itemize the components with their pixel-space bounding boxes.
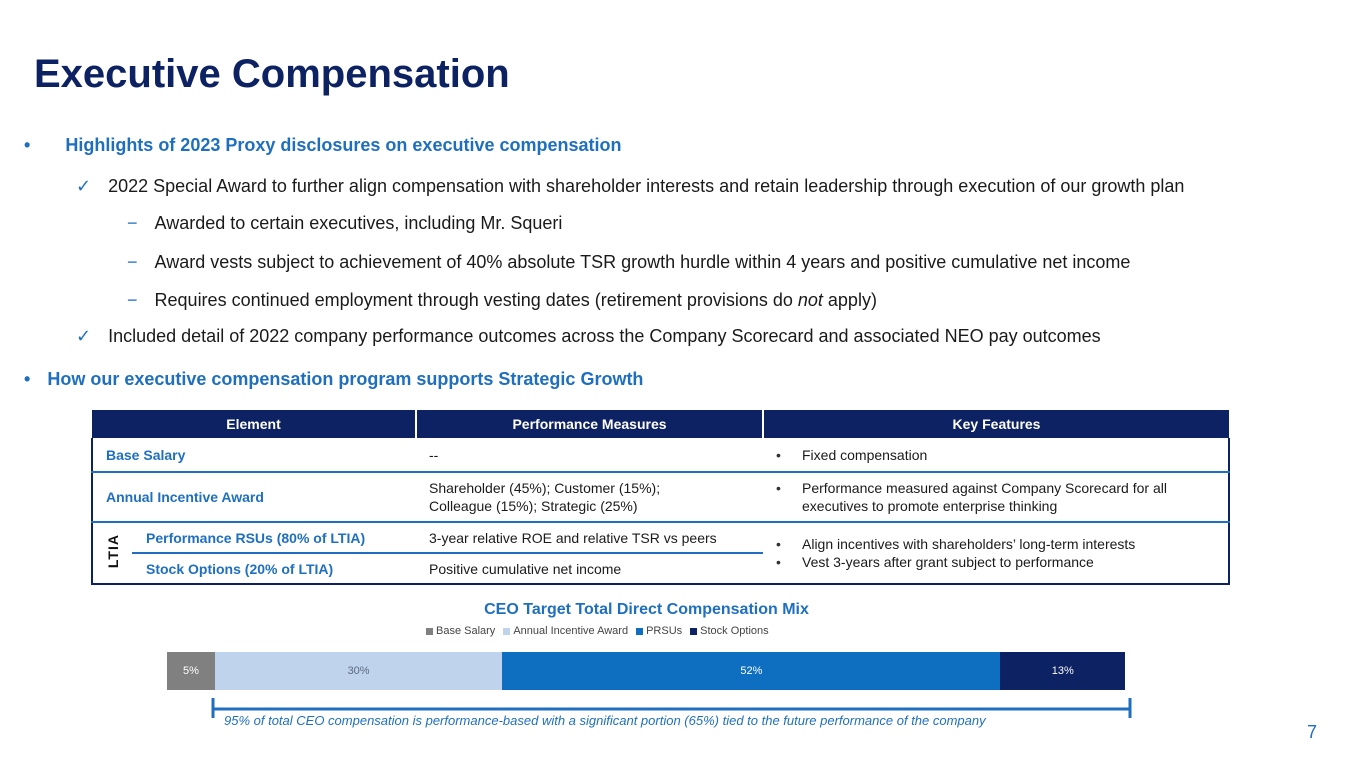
legend-swatch	[426, 627, 433, 635]
legend-label: Annual Incentive Award	[513, 625, 629, 637]
feature-item: Performance measured against Company Sco…	[776, 479, 1215, 515]
compensation-table: Element Performance Measures Key Feature…	[91, 410, 1230, 585]
element-cell: Base Salary	[106, 446, 186, 463]
legend-swatch	[690, 627, 698, 635]
table-header-row: Element Performance Measures Key Feature…	[92, 410, 1229, 438]
bar-data-label: 5%	[182, 665, 199, 677]
bar-segment: 30%	[214, 652, 503, 690]
chart-title: CEO Target Total Direct Compensation Mix	[484, 601, 809, 618]
table-row: Annual Incentive Award Shareholder (45%)…	[92, 472, 1229, 522]
check-item-special-award: ✓ 2022 Special Award to further align co…	[76, 176, 1184, 197]
legend-item: PRSUs	[636, 625, 682, 637]
column-header: Key Features	[763, 410, 1229, 438]
bracket-icon	[211, 698, 1132, 718]
column-header: Element	[92, 410, 417, 438]
measures-line: Colleague (15%); Strategic (25%)	[429, 498, 638, 514]
bullet-icon: •	[24, 369, 31, 389]
measures-cell: Positive cumulative net income	[429, 560, 622, 577]
bar-segment: 5%	[167, 652, 215, 690]
measures-cell: 3-year relative ROE and relative TSR vs …	[416, 522, 763, 554]
legend-item: Base Salary	[426, 625, 495, 637]
ltia-cell: LTIA	[92, 522, 132, 584]
check-icon: ✓	[76, 326, 92, 346]
highlights-heading-text: Highlights of 2023 Proxy disclosures on …	[65, 135, 622, 155]
bar-data-label: 30%	[347, 665, 370, 677]
features-cell: Performance measured against Company Sco…	[763, 472, 1229, 522]
sub-item-text-pre: Requires continued employment through ve…	[154, 290, 798, 310]
check-icon: ✓	[76, 176, 92, 196]
sub-item-employment: − Requires continued employment through …	[127, 290, 877, 311]
bar-data-label: 52%	[740, 665, 763, 677]
sub-item-text: Awarded to certain executives, including…	[154, 213, 563, 233]
chart-legend: Base Salary Annual Incentive Award PRSUs St…	[426, 625, 777, 637]
feature-item: Align incentives with shareholders’ long…	[776, 535, 1215, 553]
program-heading: • How our executive compensation program…	[24, 369, 643, 390]
table-row: LTIA Performance RSUs (80% of LTIA) 3-ye…	[92, 522, 1229, 571]
sub-item-text: Award vests subject to achievement of 40…	[154, 252, 1131, 272]
ltia-label: LTIA	[104, 534, 121, 569]
features-cell: Align incentives with shareholders’ long…	[763, 522, 1229, 584]
sub-item-text-post: apply)	[822, 290, 877, 310]
check-item-text: 2022 Special Award to further align comp…	[108, 176, 1185, 196]
legend-item: Annual Incentive Award	[503, 625, 628, 637]
measures-cell: --	[429, 446, 439, 463]
program-heading-text: How our executive compensation program s…	[47, 369, 644, 389]
column-header: Performance Measures	[416, 410, 764, 438]
element-cell: Annual Incentive Award	[106, 489, 264, 505]
check-item-text: Included detail of 2022 company performa…	[108, 326, 1101, 346]
bar-segment: 13%	[1000, 652, 1125, 690]
highlights-heading: • Highlights of 2023 Proxy disclosures o…	[24, 135, 622, 156]
feature-item: Vest 3-years after grant subject to perf…	[776, 553, 1215, 571]
measures-line: Shareholder (45%); Customer (15%);	[429, 480, 661, 496]
bullet-icon: •	[24, 135, 31, 155]
legend-swatch	[503, 627, 511, 635]
dash-icon: −	[127, 290, 138, 310]
feature-item: Fixed compensation	[776, 446, 1215, 464]
legend-label: Base Salary	[436, 625, 496, 637]
page-title: Executive Compensation	[34, 52, 510, 96]
legend-swatch	[636, 627, 644, 635]
features-cell: Fixed compensation	[763, 438, 1229, 472]
element-cell: Performance RSUs (80% of LTIA)	[132, 522, 416, 554]
sub-item-awarded: − Awarded to certain executives, includi…	[127, 213, 562, 234]
dash-icon: −	[127, 213, 138, 233]
page-number: 7	[1306, 722, 1317, 742]
bar-data-label: 13%	[1051, 665, 1074, 677]
legend-label: PRSUs	[646, 625, 683, 637]
legend-item: Stock Options	[690, 625, 769, 637]
measures-cell: Shareholder (45%); Customer (15%); Colle…	[416, 472, 763, 522]
sub-item-emphasis: not	[797, 290, 823, 310]
table-row: Stock Options (20% of LTIA) Positive cum…	[92, 553, 1229, 584]
legend-label: Stock Options	[700, 625, 769, 637]
bar-segment: 52%	[502, 652, 1001, 690]
sub-item-vests: − Award vests subject to achievement of …	[127, 252, 1130, 273]
table-row: Base Salary -- Fixed compensation	[92, 438, 1229, 472]
element-cell: Stock Options (20% of LTIA)	[146, 560, 334, 577]
dash-icon: −	[127, 252, 138, 272]
check-item-performance-detail: ✓ Included detail of 2022 company perfor…	[76, 326, 1101, 347]
chart-footnote: 95% of total CEO compensation is perform…	[224, 713, 986, 728]
